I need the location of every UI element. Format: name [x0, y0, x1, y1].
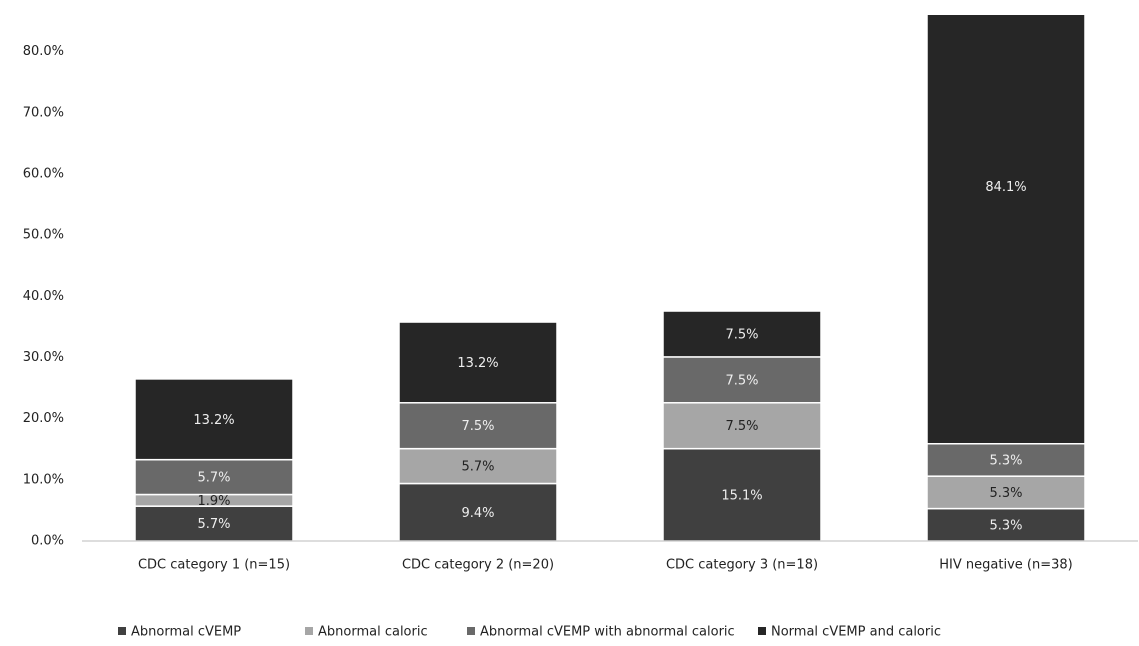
data-label: 7.5%: [461, 419, 494, 434]
y-tick-label: 0.0%: [31, 534, 64, 549]
legend-label: Abnormal caloric: [318, 625, 428, 640]
bar-segment: [134, 458, 294, 496]
legend-swatch: [305, 627, 313, 635]
x-tick-label: CDC category 2 (n=20): [402, 558, 554, 573]
y-tick-label: 50.0%: [23, 228, 64, 243]
legend-swatch: [467, 627, 475, 635]
bar-segment: [662, 447, 822, 542]
bar-segment: [398, 402, 558, 450]
data-label: 9.4%: [461, 506, 494, 521]
data-label: 7.5%: [725, 419, 758, 434]
data-label: 7.5%: [725, 373, 758, 388]
y-tick-label: 40.0%: [23, 289, 64, 304]
data-label: 5.3%: [989, 518, 1022, 533]
legend-label: Normal cVEMP and caloric: [771, 625, 941, 640]
data-label: 15.1%: [721, 488, 762, 503]
data-label: 7.5%: [725, 327, 758, 342]
bar-segment: [662, 310, 822, 358]
data-label: 84.1%: [985, 180, 1026, 195]
bar-segment: [926, 15, 1086, 445]
data-label: 5.3%: [989, 486, 1022, 501]
y-tick-label: 70.0%: [23, 105, 64, 120]
x-tick-label: CDC category 3 (n=18): [666, 558, 818, 573]
legend-swatch: [758, 627, 766, 635]
data-label: 13.2%: [193, 413, 234, 428]
bar-segment: [398, 482, 558, 542]
bar-segment: [398, 321, 558, 404]
data-label: 13.2%: [457, 356, 498, 371]
bar-segment: [662, 402, 822, 450]
legend-label: Abnormal cVEMP: [131, 625, 241, 640]
data-label: 1.9%: [197, 494, 230, 509]
y-tick-label: 10.0%: [23, 472, 64, 487]
bar-segment: [926, 443, 1086, 477]
y-tick-label: 30.0%: [23, 350, 64, 365]
data-label: 5.3%: [989, 453, 1022, 468]
y-tick-label: 80.0%: [23, 44, 64, 59]
y-tick-label: 60.0%: [23, 167, 64, 182]
data-label: 5.7%: [461, 460, 494, 475]
x-tick-label: CDC category 1 (n=15): [138, 558, 290, 573]
y-tick-label: 20.0%: [23, 411, 64, 426]
legend-label: Abnormal cVEMP with abnormal caloric: [480, 625, 735, 640]
legend-swatch: [118, 627, 126, 635]
data-label: 5.7%: [197, 471, 230, 486]
x-tick-label: HIV negative (n=38): [939, 558, 1072, 573]
plot-area: [134, 15, 1086, 542]
data-label: 5.7%: [197, 517, 230, 532]
bar-segment: [134, 378, 294, 461]
bar-segment: [134, 505, 294, 542]
